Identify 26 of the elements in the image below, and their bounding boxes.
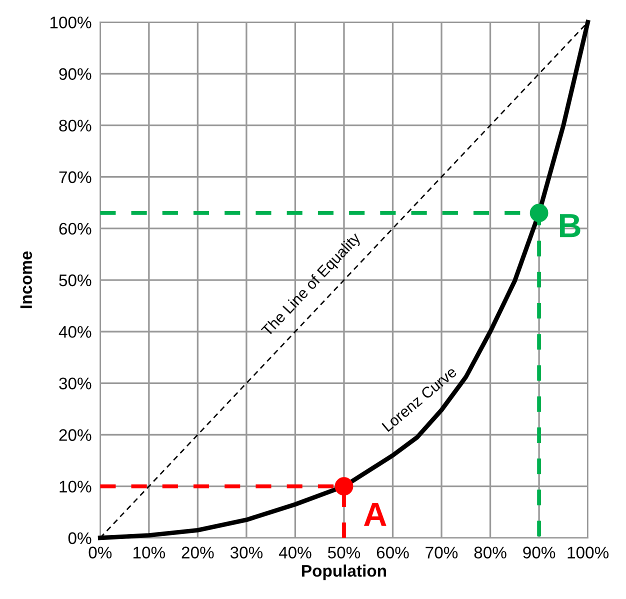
x-tick-label: 80% xyxy=(474,546,506,558)
x-tick-label: 0% xyxy=(88,546,112,558)
y-tick-label: 50% xyxy=(59,274,92,286)
x-tick-label: 70% xyxy=(426,546,458,558)
annotation: B xyxy=(560,214,580,238)
y-tick-label: 10% xyxy=(60,480,92,493)
x-tick-label: 30% xyxy=(230,546,263,558)
x-tick-label: 10% xyxy=(134,546,166,558)
y-tick-label: 70% xyxy=(59,171,92,184)
y-tick-label: 20% xyxy=(59,429,92,441)
x-tick-label: 40% xyxy=(278,546,312,558)
x-tick-label: 100% xyxy=(568,546,609,558)
annotation: A xyxy=(364,502,386,526)
y-axis-title: Income xyxy=(20,251,32,308)
x-tick-label: 90% xyxy=(523,546,556,558)
y-tick-label: 80% xyxy=(59,120,92,132)
y-tick-label: 0% xyxy=(68,532,92,544)
x-tick-label: 60% xyxy=(376,546,409,558)
y-tick-label: 90% xyxy=(59,68,92,80)
y-tick-label: 30% xyxy=(59,378,92,390)
x-axis-title: Population xyxy=(302,564,386,580)
x-tick-label: 20% xyxy=(182,546,214,558)
y-tick-label: 100% xyxy=(50,16,92,28)
y-tick-label: 40% xyxy=(58,326,92,338)
y-tick-label: 60% xyxy=(59,222,92,235)
x-tick-label: 50% xyxy=(328,546,360,558)
